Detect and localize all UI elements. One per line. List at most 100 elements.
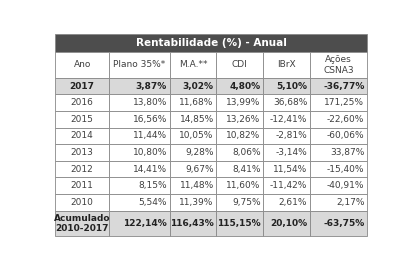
Text: 36,68%: 36,68% <box>273 98 307 107</box>
Bar <box>55 144 109 161</box>
Bar <box>216 95 263 111</box>
Text: -40,91%: -40,91% <box>327 181 364 190</box>
Text: 8,15%: 8,15% <box>138 181 167 190</box>
Bar <box>170 177 216 194</box>
Bar <box>55 52 109 78</box>
Bar <box>109 211 170 236</box>
Bar <box>109 161 170 177</box>
Bar <box>263 78 310 95</box>
Bar <box>55 78 109 95</box>
Text: 11,39%: 11,39% <box>179 198 214 207</box>
Bar <box>55 34 367 52</box>
Bar <box>170 161 216 177</box>
Bar <box>310 194 367 211</box>
Bar <box>55 95 109 111</box>
Text: -12,41%: -12,41% <box>270 115 307 124</box>
Text: 11,48%: 11,48% <box>180 181 214 190</box>
Bar <box>216 78 263 95</box>
Text: 9,28%: 9,28% <box>185 148 214 157</box>
Text: 8,06%: 8,06% <box>232 148 260 157</box>
Bar <box>310 161 367 177</box>
Text: 11,68%: 11,68% <box>179 98 214 107</box>
Text: -63,75%: -63,75% <box>323 219 364 228</box>
Text: 14,85%: 14,85% <box>180 115 214 124</box>
Text: 2010: 2010 <box>71 198 94 207</box>
Text: Ano: Ano <box>73 61 91 69</box>
Bar <box>170 78 216 95</box>
Bar <box>109 52 170 78</box>
Bar <box>55 111 109 128</box>
Bar <box>170 52 216 78</box>
Text: 2011: 2011 <box>71 181 94 190</box>
Bar <box>170 211 216 236</box>
Bar <box>216 128 263 144</box>
Bar <box>109 177 170 194</box>
Bar <box>263 177 310 194</box>
Bar <box>216 177 263 194</box>
Text: 5,10%: 5,10% <box>276 82 307 91</box>
Bar <box>216 111 263 128</box>
Text: 9,75%: 9,75% <box>232 198 260 207</box>
Bar <box>310 52 367 78</box>
Text: 3,02%: 3,02% <box>183 82 214 91</box>
Bar <box>109 128 170 144</box>
Text: 3,87%: 3,87% <box>136 82 167 91</box>
Text: 9,67%: 9,67% <box>185 165 214 174</box>
Bar <box>55 194 109 211</box>
Text: 5,54%: 5,54% <box>138 198 167 207</box>
Bar <box>310 111 367 128</box>
Bar <box>310 144 367 161</box>
Text: 16,56%: 16,56% <box>133 115 167 124</box>
Text: 2017: 2017 <box>70 82 95 91</box>
Text: IBrX: IBrX <box>277 61 296 69</box>
Text: 13,26%: 13,26% <box>226 115 260 124</box>
Text: 2016: 2016 <box>71 98 94 107</box>
Text: -3,14%: -3,14% <box>276 148 307 157</box>
Text: -2,81%: -2,81% <box>276 131 307 140</box>
Bar <box>55 177 109 194</box>
Text: 2015: 2015 <box>71 115 94 124</box>
Bar <box>216 52 263 78</box>
Text: 2,61%: 2,61% <box>279 198 307 207</box>
Bar <box>263 95 310 111</box>
Text: Plano 35%*: Plano 35%* <box>113 61 166 69</box>
Bar <box>170 111 216 128</box>
Bar <box>216 144 263 161</box>
Bar <box>263 52 310 78</box>
Bar <box>170 95 216 111</box>
Bar <box>109 194 170 211</box>
Bar <box>55 128 109 144</box>
Text: 2,17%: 2,17% <box>336 198 364 207</box>
Text: M.A.**: M.A.** <box>179 61 207 69</box>
Bar <box>310 78 367 95</box>
Text: CDI: CDI <box>232 61 248 69</box>
Text: 10,05%: 10,05% <box>179 131 214 140</box>
Text: 4,80%: 4,80% <box>229 82 260 91</box>
Bar <box>310 128 367 144</box>
Bar <box>170 194 216 211</box>
Text: 171,25%: 171,25% <box>324 98 364 107</box>
Bar <box>310 95 367 111</box>
Bar <box>263 144 310 161</box>
Bar <box>55 211 109 236</box>
Text: -60,06%: -60,06% <box>327 131 364 140</box>
Bar <box>263 211 310 236</box>
Text: -15,40%: -15,40% <box>327 165 364 174</box>
Text: Rentabilidade (%) - Anual: Rentabilidade (%) - Anual <box>136 38 287 48</box>
Text: 115,15%: 115,15% <box>217 219 260 228</box>
Text: 13,80%: 13,80% <box>133 98 167 107</box>
Bar <box>216 194 263 211</box>
Bar <box>216 161 263 177</box>
Text: -22,60%: -22,60% <box>327 115 364 124</box>
Text: 2012: 2012 <box>71 165 94 174</box>
Text: 10,82%: 10,82% <box>226 131 260 140</box>
Bar <box>109 95 170 111</box>
Bar <box>109 111 170 128</box>
Text: -11,42%: -11,42% <box>270 181 307 190</box>
Text: 11,44%: 11,44% <box>133 131 167 140</box>
Bar <box>263 161 310 177</box>
Text: -36,77%: -36,77% <box>323 82 364 91</box>
Bar <box>216 211 263 236</box>
Text: 13,99%: 13,99% <box>226 98 260 107</box>
Text: 11,60%: 11,60% <box>226 181 260 190</box>
